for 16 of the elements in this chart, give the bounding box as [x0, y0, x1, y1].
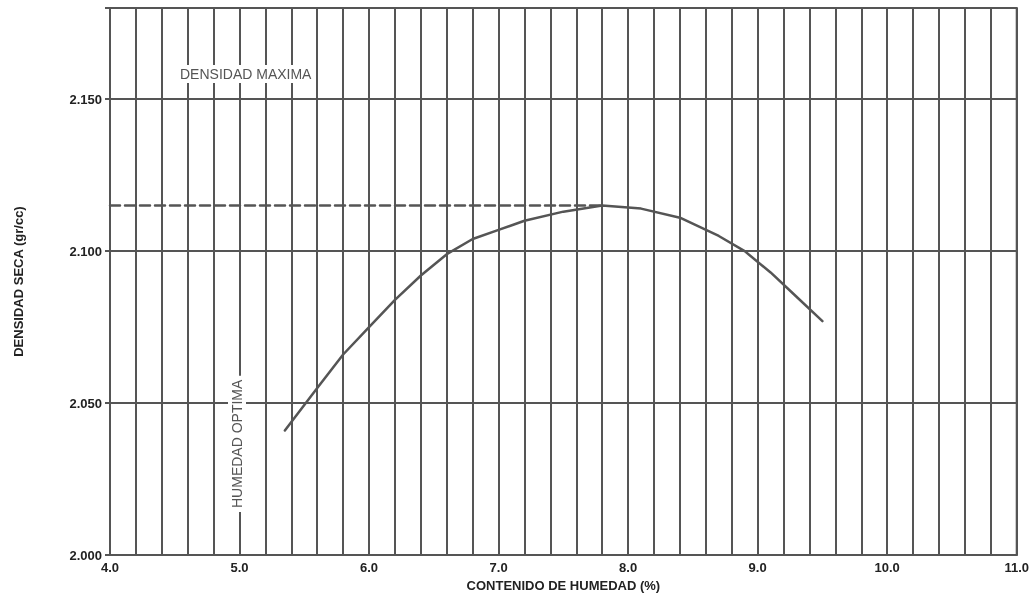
y-tick-label: 2.150	[69, 91, 102, 107]
x-tick-label: 7.0	[489, 560, 508, 576]
x-tick-label: 11.0	[1004, 560, 1029, 576]
annotation: DENSIDAD MAXIMA	[180, 66, 313, 82]
x-tick-label: 9.0	[748, 560, 767, 576]
y-axis-title: DENSIDAD SECA (gr/cc)	[11, 206, 26, 357]
x-tick-label: 10.0	[874, 560, 900, 576]
y-tick-label: 2.050	[69, 395, 102, 411]
y-tick-label: 2.100	[69, 243, 102, 259]
y-tick-label: 2.000	[69, 547, 102, 563]
x-tick-label: 8.0	[619, 560, 638, 576]
x-tick-label: 6.0	[360, 560, 379, 576]
x-axis-title: CONTENIDO DE HUMEDAD (%)	[466, 578, 661, 593]
x-tick-label: 4.0	[100, 560, 120, 576]
annotation: HUMEDAD OPTIMA	[229, 379, 245, 508]
x-tick-label: 5.0	[230, 560, 249, 576]
